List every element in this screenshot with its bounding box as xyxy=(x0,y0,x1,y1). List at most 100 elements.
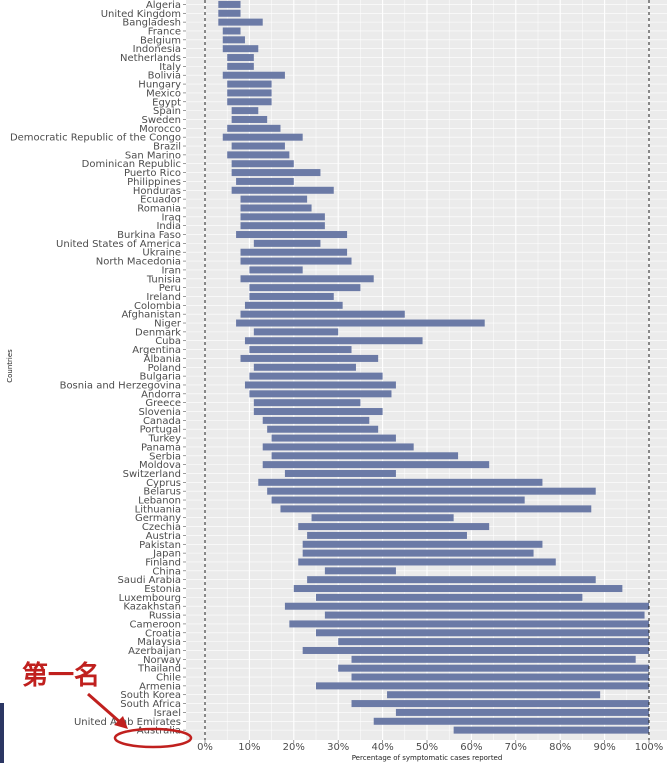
bar xyxy=(253,328,339,336)
bar xyxy=(316,629,649,637)
category-label: Sweden xyxy=(141,115,181,126)
bar xyxy=(222,133,303,141)
category-label: Hungary xyxy=(138,80,181,91)
bar xyxy=(244,337,423,345)
x-tick-label: 0% xyxy=(197,742,213,753)
category-label: South Korea xyxy=(120,690,181,701)
category-label: Tunisia xyxy=(146,274,181,285)
category-label: Honduras xyxy=(133,186,181,197)
bar xyxy=(236,231,348,239)
category-label: Japan xyxy=(152,549,181,560)
bar xyxy=(298,558,556,566)
bar xyxy=(227,80,272,88)
bar xyxy=(302,540,543,548)
category-label: Cameroon xyxy=(130,619,181,630)
annotation-arrow-shaft xyxy=(87,692,122,725)
category-label: Iran xyxy=(161,265,181,276)
bar xyxy=(324,611,645,619)
bar xyxy=(267,425,379,433)
category-label: Lithuania xyxy=(135,504,181,515)
category-label: Italy xyxy=(159,62,181,73)
bar xyxy=(236,177,294,185)
category-label: Philippines xyxy=(127,177,181,188)
category-label: China xyxy=(152,566,181,577)
category-label: South Africa xyxy=(120,699,181,710)
bar xyxy=(249,266,303,274)
left-accent-strip xyxy=(0,703,4,763)
bar xyxy=(227,89,272,97)
bar xyxy=(351,655,636,663)
bar xyxy=(249,372,383,380)
bar xyxy=(253,363,356,371)
bar xyxy=(316,593,583,601)
bar xyxy=(249,284,361,292)
category-label: Democratic Republic of the Congo xyxy=(10,133,181,144)
bar xyxy=(240,195,308,203)
bar xyxy=(240,213,325,221)
x-tick-label: 40% xyxy=(371,742,393,753)
category-label: Belarus xyxy=(143,487,181,498)
bar xyxy=(351,673,649,681)
category-label: North Macedonia xyxy=(96,257,181,268)
bar xyxy=(311,514,454,522)
category-label: Colombia xyxy=(134,301,181,312)
bar xyxy=(262,443,414,451)
category-label: Panama xyxy=(141,442,181,453)
bar xyxy=(316,682,649,690)
bar xyxy=(395,708,649,716)
category-label: Thailand xyxy=(137,664,181,675)
bar xyxy=(218,9,241,17)
category-label: France xyxy=(148,26,181,37)
bar xyxy=(453,726,649,734)
bar xyxy=(298,523,490,531)
category-label: United States of America xyxy=(56,239,181,250)
category-label: Bulgaria xyxy=(140,372,181,383)
bar xyxy=(271,496,525,504)
category-label: Spain xyxy=(153,106,181,117)
x-tick-label: 10% xyxy=(238,742,260,753)
x-tick-labels: 0% 10% 20% 30% 40% 50% 60% 70% 80% 90% 100% xyxy=(197,740,663,753)
bar xyxy=(307,531,467,539)
bar xyxy=(262,416,370,424)
bar xyxy=(244,381,396,389)
bar xyxy=(387,691,601,699)
category-label: Finland xyxy=(145,557,181,568)
category-label: Norway xyxy=(143,655,181,666)
category-label: Germany xyxy=(135,513,181,524)
bar xyxy=(227,62,254,70)
bar xyxy=(218,0,241,8)
category-label: Pakistan xyxy=(139,540,181,551)
bar xyxy=(222,36,245,44)
category-label: Australia xyxy=(137,726,181,737)
category-label: Czechia xyxy=(142,522,181,533)
bar xyxy=(253,408,383,416)
category-label: Moldova xyxy=(139,460,181,471)
bar xyxy=(262,461,490,469)
category-label: Ecuador xyxy=(140,195,182,206)
category-label: Serbia xyxy=(149,451,181,462)
bar xyxy=(267,487,596,495)
category-label: Croatia xyxy=(145,628,181,639)
category-label: Greece xyxy=(145,398,181,409)
category-label: Canada xyxy=(143,416,181,427)
category-label: Mexico xyxy=(146,88,181,99)
bar xyxy=(302,549,534,557)
x-tick-label: 80% xyxy=(549,742,571,753)
bar xyxy=(227,98,272,106)
bar xyxy=(240,222,325,230)
y-axis-title: Countries xyxy=(6,349,14,383)
bar xyxy=(258,478,543,486)
category-label: Slovenia xyxy=(138,407,181,418)
category-label: Ireland xyxy=(146,292,181,303)
category-label: Afghanistan xyxy=(121,310,181,321)
annotation-arrow-head xyxy=(114,716,128,729)
bar xyxy=(271,452,459,460)
category-label: Romania xyxy=(137,203,181,214)
category-label: Egypt xyxy=(152,97,181,108)
category-label: Iraq xyxy=(161,212,181,223)
bar xyxy=(284,602,649,610)
category-label: Dominican Republic xyxy=(82,159,181,170)
category-label: Netherlands xyxy=(120,53,181,64)
category-label: Albania xyxy=(144,354,181,365)
category-label: Cuba xyxy=(155,336,181,347)
